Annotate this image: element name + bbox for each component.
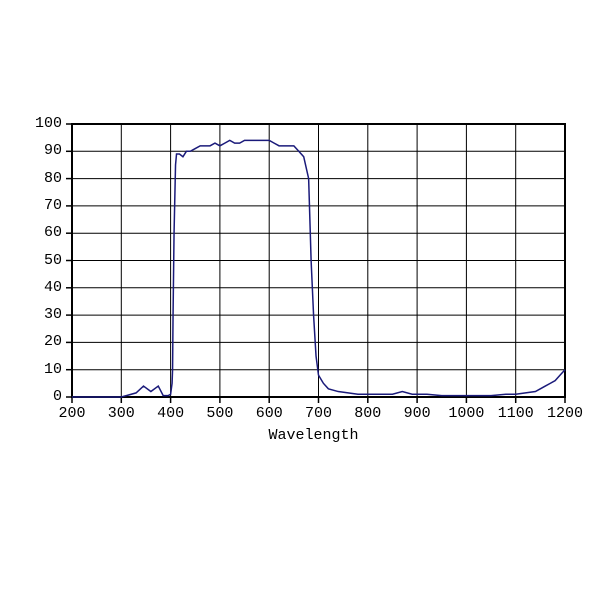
y-tick-label: 50: [44, 252, 62, 269]
y-tick-label: 40: [44, 279, 62, 296]
transmission-chart: 200 300 400 500 600 700 800 900 1000 1100 1200 0 10 2…: [0, 0, 600, 600]
y-tick-label: 90: [44, 142, 62, 159]
x-tick-label: 400: [157, 405, 184, 422]
x-axis-label: Wavelength: [269, 427, 359, 444]
x-tick-label: 900: [404, 405, 431, 422]
y-tick-label: 100: [35, 115, 62, 132]
x-tick-label: 800: [354, 405, 381, 422]
x-tick-label: 1000: [448, 405, 484, 422]
chart-svg: [0, 0, 600, 600]
x-tick-label: 300: [108, 405, 135, 422]
x-tick-label: 700: [305, 405, 332, 422]
y-tick-label: 10: [44, 361, 62, 378]
x-tick-label: 200: [59, 405, 86, 422]
x-tick-label: 1200: [547, 405, 583, 422]
x-tick-label: 600: [256, 405, 283, 422]
x-tick-label: 1100: [498, 405, 534, 422]
y-tick-label: 0: [53, 388, 62, 405]
y-tick-label: 70: [44, 197, 62, 214]
y-tick-label: 20: [44, 333, 62, 350]
y-tick-label: 30: [44, 306, 62, 323]
y-tick-label: 60: [44, 224, 62, 241]
x-tick-label: 500: [206, 405, 233, 422]
y-tick-label: 80: [44, 170, 62, 187]
